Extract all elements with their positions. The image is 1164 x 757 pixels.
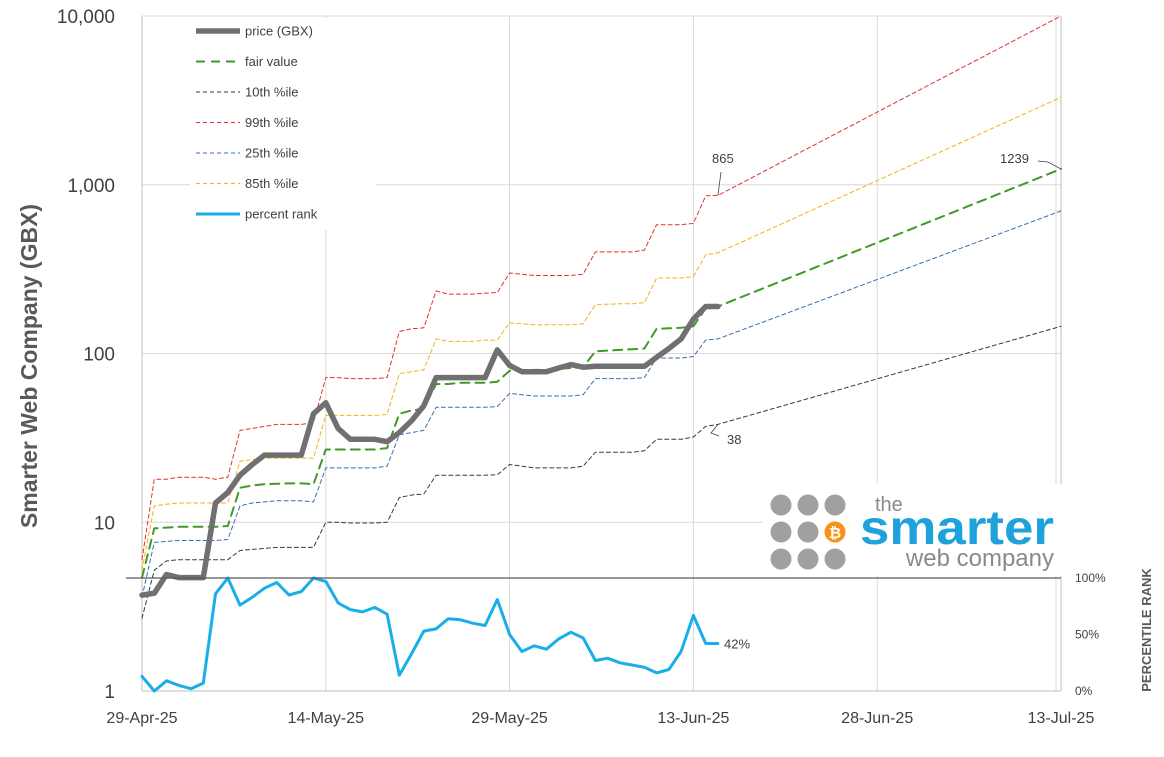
series-percent-rank-line bbox=[140, 576, 720, 693]
series-25th-ile-line bbox=[141, 210, 1062, 598]
legend: price (GBX) fair value 10th %ile 99th %ile 2… bbox=[190, 18, 376, 230]
x-tick-label: 29-Apr-25 bbox=[106, 710, 177, 727]
annotation-label-38: 38 bbox=[727, 432, 741, 447]
series-10th-ile-line bbox=[141, 325, 1062, 619]
logo-dot bbox=[797, 521, 819, 543]
legend-label-99th-ile: 99th %ile bbox=[245, 115, 298, 130]
logo-text-smarter: smarter bbox=[860, 502, 1054, 555]
y-tick-label: 100 bbox=[83, 345, 115, 366]
x-tick-label: 13-Jul-25 bbox=[1028, 710, 1095, 727]
legend-label-price-gbx: price (GBX) bbox=[245, 24, 313, 39]
annotation-leader-865 bbox=[717, 171, 722, 196]
logo-dot bbox=[797, 548, 819, 570]
series-price-gbx-line bbox=[139, 303, 721, 598]
legend-label-percent-rank: percent rank bbox=[245, 207, 318, 222]
logo-dot bbox=[824, 548, 846, 570]
legend-label-10th-ile: 10th %ile bbox=[245, 85, 298, 100]
tick-labels: 1 10 100 1,000 10,000 29-Apr-25 14-May-25 29-Ma… bbox=[57, 7, 1106, 727]
y-tick-label: 1 bbox=[104, 682, 115, 703]
series-99th-ile-line bbox=[141, 15, 1062, 561]
legend-label-fair-value: fair value bbox=[245, 54, 298, 69]
annotation-leader-38 bbox=[710, 424, 720, 437]
bitcoin-symbol: ₿ bbox=[829, 524, 841, 542]
legend-label-25th-ile: 25th %ile bbox=[245, 146, 298, 161]
x-tick-label: 29-May-25 bbox=[471, 710, 548, 727]
legend-label-85th-ile: 85th %ile bbox=[245, 176, 298, 191]
y2-axis-title: PERCENTILE RANK bbox=[1139, 568, 1154, 692]
logo-text-web-company: web company bbox=[905, 545, 1054, 572]
y2-tick-label: 0% bbox=[1075, 684, 1093, 698]
y-axis-title: Smarter Web Company (GBX) bbox=[16, 204, 42, 528]
bitcoin-coin-icon bbox=[824, 521, 846, 543]
annotations: 865 1239 38 42% bbox=[710, 151, 1062, 652]
annotation-label-865: 865 bbox=[712, 151, 734, 166]
y2-tick-label: 100% bbox=[1075, 571, 1106, 585]
annotation-label-42-percent: 42% bbox=[724, 637, 750, 652]
y-tick-label: 10,000 bbox=[57, 7, 115, 28]
annotation-leader-1239 bbox=[1037, 160, 1062, 170]
y2-tick-label: 50% bbox=[1075, 628, 1099, 642]
series-85th-ile-line bbox=[141, 96, 1062, 571]
logo-dot bbox=[797, 494, 819, 516]
y-tick-label: 10 bbox=[94, 513, 115, 534]
legend-background bbox=[190, 18, 376, 230]
annotation-label-1239: 1239 bbox=[1000, 151, 1029, 166]
company-logo: ₿ the smarter web company bbox=[762, 484, 1064, 576]
x-tick-label: 14-May-25 bbox=[288, 710, 365, 727]
logo-text-the: the bbox=[875, 494, 903, 516]
logo-dot bbox=[770, 521, 792, 543]
y-tick-label: 1,000 bbox=[67, 176, 115, 197]
logo-dot bbox=[770, 548, 792, 570]
x-tick-label: 13-Jun-25 bbox=[657, 710, 729, 727]
logo-dot bbox=[824, 494, 846, 516]
x-tick-label: 28-Jun-25 bbox=[841, 710, 913, 727]
logo-dot bbox=[770, 494, 792, 516]
series-layer bbox=[139, 15, 1062, 693]
